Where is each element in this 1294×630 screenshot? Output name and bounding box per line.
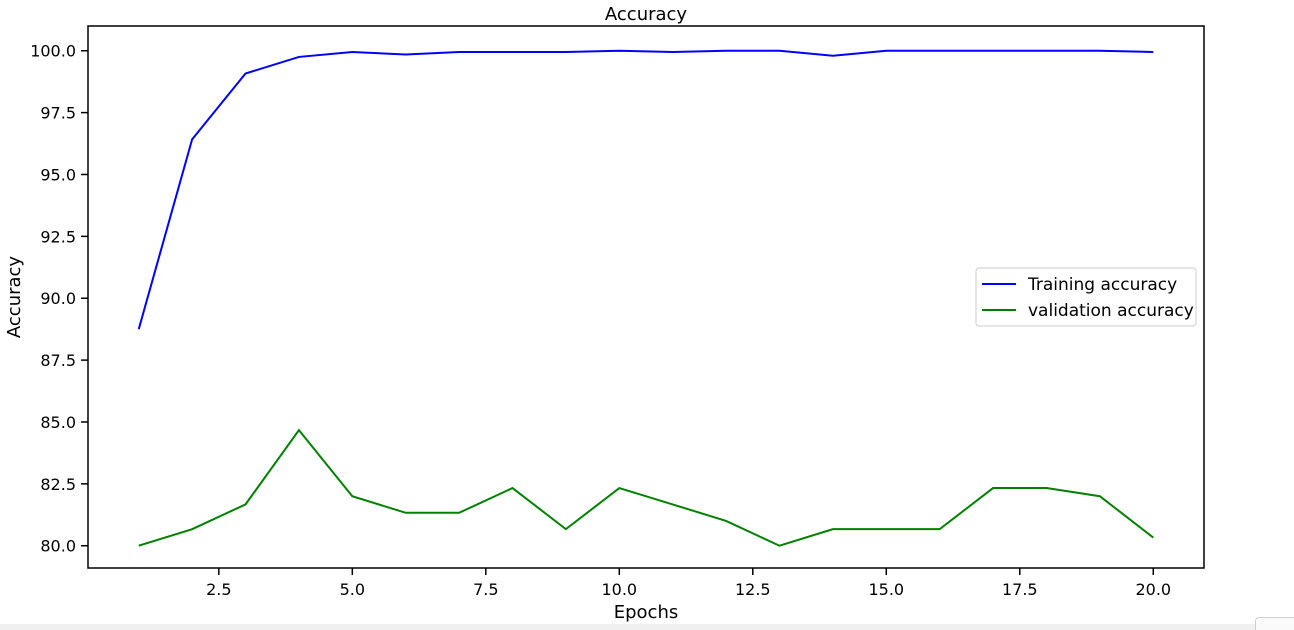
y-tick-label: 95.0 [40, 165, 76, 184]
legend-label: Training accuracy [1027, 275, 1177, 295]
axis-ticks: 2.5 5.0 7.5 10.0 12.5 15.0 17.5 20.0 80.0 82.5 85.… [30, 42, 1171, 599]
scroll-corner-widget[interactable] [1255, 617, 1294, 630]
x-tick-label: 7.5 [473, 580, 498, 599]
window-bottom-strip [0, 624, 1294, 630]
x-tick-label: 20.0 [1135, 580, 1171, 599]
y-tick-label: 97.5 [40, 104, 76, 123]
y-tick-label: 82.5 [40, 475, 76, 494]
series-line-validation-accuracy [138, 428, 1154, 547]
x-tick-label: 12.5 [735, 580, 771, 599]
x-tick-label: 2.5 [206, 580, 231, 599]
x-axis-title: Epochs [614, 602, 679, 623]
chart-title: Accuracy [605, 4, 688, 25]
x-tick-label: 5.0 [340, 580, 365, 599]
x-tick-label: 10.0 [601, 580, 637, 599]
x-tick-label: 17.5 [1002, 580, 1038, 599]
y-tick-label: 100.0 [30, 42, 76, 61]
series-line-training-accuracy [137, 49, 1154, 330]
x-tick-label: 15.0 [868, 580, 904, 599]
y-tick-label: 87.5 [40, 351, 76, 370]
y-axis-title: Accuracy [4, 256, 25, 339]
y-tick-label: 92.5 [40, 227, 76, 246]
y-tick-label: 85.0 [40, 413, 76, 432]
y-tick-label: 80.0 [40, 537, 76, 556]
plot-frame [87, 25, 1205, 569]
legend: Training accuracy validation accuracy [975, 267, 1197, 327]
y-tick-label: 90.0 [40, 289, 76, 308]
legend-label: validation accuracy [1028, 301, 1194, 321]
legend-box [975, 267, 1197, 327]
series-layer [137, 49, 1154, 547]
